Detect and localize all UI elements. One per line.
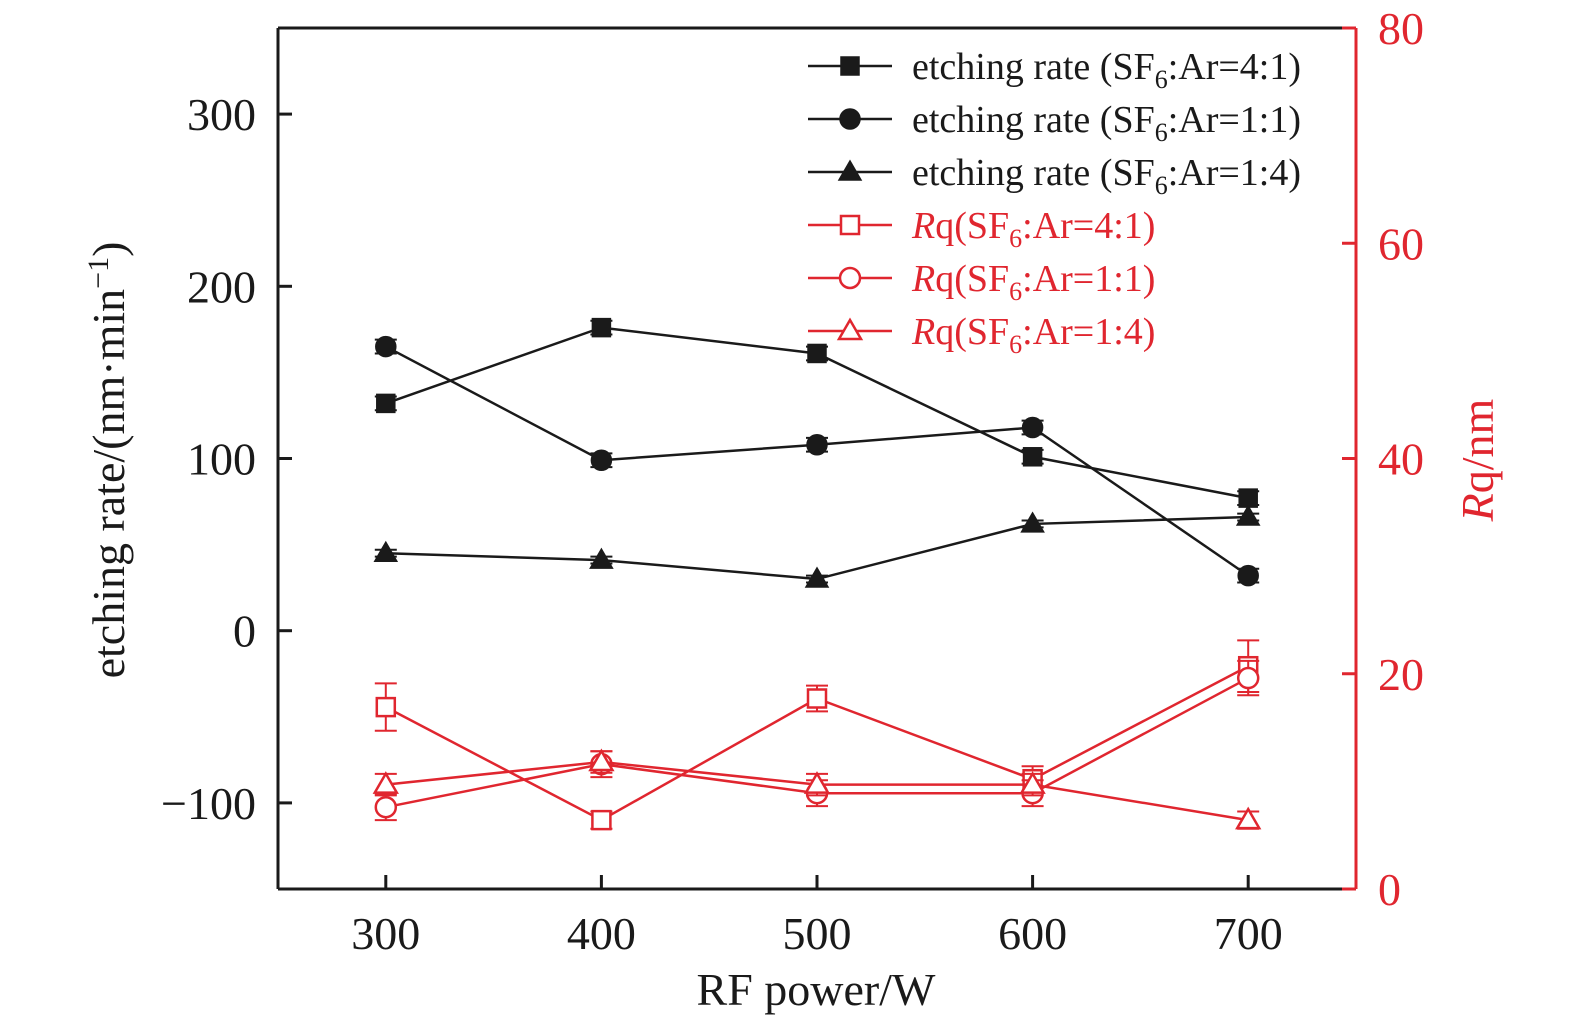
data-point	[590, 449, 613, 471]
x-tick-label: 700	[1214, 908, 1283, 959]
data-point	[375, 335, 397, 358]
legend-item: Rq(SF6:Ar=4:1)	[808, 205, 1155, 253]
legend-label: Rq(SF6:Ar=1:4)	[911, 311, 1155, 359]
legend-label: etching rate (SF6:Ar=1:1)	[912, 99, 1301, 147]
data-point	[803, 771, 831, 794]
y-left-tick-label: 0	[233, 606, 256, 657]
y-right-tick-label: 20	[1378, 649, 1424, 700]
legend-marker	[839, 214, 861, 236]
legend-item: etching rate (SF6:Ar=1:4)	[808, 152, 1301, 200]
legend-marker	[840, 56, 860, 76]
data-point	[1020, 511, 1045, 533]
data-point	[1235, 806, 1262, 830]
series-3	[373, 504, 1261, 588]
y-right-axis-title: Rq/nm	[1452, 398, 1503, 522]
legend-label: etching rate (SF6:Ar=4:1)	[912, 46, 1301, 94]
legend-item: Rq(SF6:Ar=1:1)	[808, 258, 1155, 306]
y-left-tick-label: 200	[187, 261, 256, 312]
x-tick-label: 500	[783, 908, 852, 959]
data-point	[589, 547, 614, 569]
data-point	[373, 540, 399, 562]
data-point	[806, 688, 828, 709]
data-point	[588, 748, 615, 772]
legend-marker	[836, 317, 864, 341]
data-point	[1021, 416, 1044, 439]
x-tick-label: 600	[998, 908, 1067, 959]
series-2	[374, 335, 1260, 587]
data-point	[591, 809, 612, 831]
data-layer	[372, 317, 1262, 831]
data-point	[1022, 447, 1043, 467]
data-point	[1237, 564, 1259, 587]
legend-marker	[839, 108, 861, 130]
legend-label: Rq(SF6:Ar=4:1)	[911, 205, 1155, 253]
series-6	[372, 748, 1262, 830]
series-line	[385, 345, 1249, 577]
data-point	[807, 343, 827, 364]
data-point	[374, 795, 398, 819]
data-point	[1235, 504, 1261, 526]
data-point	[375, 696, 397, 718]
legend-marker	[837, 159, 863, 181]
legend-marker	[838, 266, 862, 290]
y-right-tick-label: 40	[1378, 434, 1424, 485]
x-tick-label: 400	[567, 908, 636, 959]
legend-label: etching rate (SF6:Ar=1:4)	[912, 152, 1301, 200]
data-point	[1236, 666, 1260, 690]
data-point	[1238, 488, 1258, 508]
x-axis-title: RF power/W	[697, 964, 937, 1015]
data-point	[372, 771, 399, 794]
legend-label: Rq(SF6:Ar=1:1)	[911, 258, 1155, 306]
y-left-axis-title: etching rate/(nm·min−1)	[82, 242, 135, 679]
legend-item: etching rate (SF6:Ar=1:1)	[808, 99, 1301, 147]
y-left-tick-label: −100	[161, 778, 256, 829]
series-1	[374, 317, 1260, 508]
data-point	[1019, 771, 1046, 794]
data-point	[806, 433, 828, 456]
legend-item: Rq(SF6:Ar=1:4)	[808, 311, 1155, 359]
data-point	[591, 317, 612, 338]
legend-item: etching rate (SF6:Ar=4:1)	[808, 46, 1301, 94]
y-right-tick-label: 0	[1378, 864, 1401, 915]
x-tick-label: 300	[351, 908, 420, 959]
y-left-tick-label: 300	[187, 89, 256, 140]
y-left-tick-label: 100	[187, 434, 256, 485]
data-point	[376, 393, 396, 414]
y-right-tick-label: 60	[1378, 218, 1424, 269]
y-right-tick-label: 80	[1378, 3, 1424, 54]
legend: etching rate (SF6:Ar=4:1) etching rate (S…	[808, 46, 1301, 359]
data-point	[804, 566, 830, 588]
